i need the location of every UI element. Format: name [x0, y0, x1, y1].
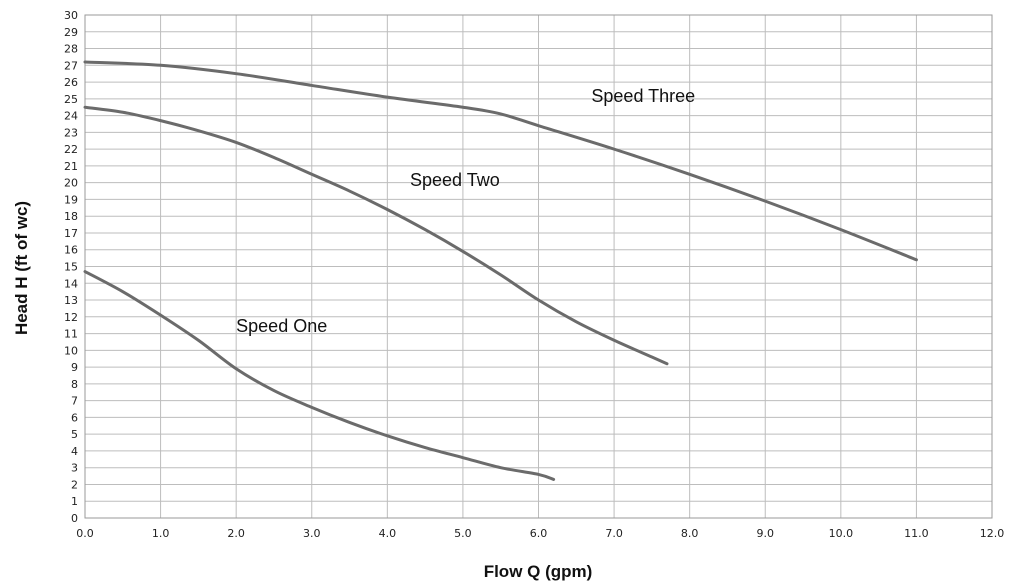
y-axis-title: Head H (ft of wc) [12, 201, 31, 335]
y-tick-label: 27 [64, 59, 78, 72]
x-tick-label: 10.0 [829, 527, 854, 540]
y-tick-label: 22 [64, 143, 78, 156]
y-tick-label: 14 [64, 277, 78, 290]
y-tick-label: 10 [64, 344, 78, 357]
y-tick-label: 0 [71, 512, 78, 525]
y-tick-label: 5 [71, 428, 78, 441]
y-tick-label: 2 [71, 478, 78, 491]
y-tick-label: 25 [64, 93, 78, 106]
y-tick-label: 18 [64, 210, 78, 223]
y-tick-label: 16 [64, 244, 78, 257]
y-tick-label: 11 [64, 328, 78, 341]
y-tick-label: 12 [64, 311, 78, 324]
x-tick-label: 5.0 [454, 527, 472, 540]
y-tick-label: 29 [64, 26, 78, 39]
x-tick-label: 1.0 [152, 527, 170, 540]
y-tick-label: 30 [64, 9, 78, 22]
series-lines [83, 60, 918, 481]
y-axis-ticks: 0123456789101112131415161718192021222324… [64, 9, 78, 525]
y-tick-label: 21 [64, 160, 78, 173]
x-tick-label: 0.0 [76, 527, 94, 540]
x-axis-ticks: 0.0 1.0 2.0 3.0 4.0 5.0 6.0 7.0 8.0 9.0 10.0 11.0 12… [76, 527, 1004, 540]
x-tick-label: 6.0 [530, 527, 548, 540]
y-tick-label: 28 [64, 43, 78, 56]
y-tick-label: 4 [71, 445, 78, 458]
x-tick-label: 8.0 [681, 527, 699, 540]
series-labels: Speed Three Speed Two Speed One [236, 86, 695, 336]
series-line-speed-three [83, 60, 918, 262]
y-tick-label: 20 [64, 177, 78, 190]
y-tick-label: 26 [64, 76, 78, 89]
y-tick-label: 15 [64, 261, 78, 274]
series-label-speed-two: Speed Two [410, 170, 500, 190]
x-tick-label: 7.0 [605, 527, 623, 540]
x-tick-label: 12.0 [980, 527, 1005, 540]
x-tick-label: 9.0 [757, 527, 775, 540]
x-tick-label: 11.0 [904, 527, 929, 540]
y-tick-label: 6 [71, 411, 78, 424]
y-tick-label: 13 [64, 294, 78, 307]
series-label-speed-one: Speed One [236, 316, 327, 336]
y-tick-label: 8 [71, 378, 78, 391]
y-tick-label: 7 [71, 395, 78, 408]
x-axis-title: Flow Q (gpm) [484, 562, 593, 581]
y-tick-label: 19 [64, 193, 78, 206]
x-tick-label: 2.0 [227, 527, 245, 540]
series-line-speed-two [83, 105, 669, 366]
y-tick-label: 9 [71, 361, 78, 374]
y-tick-label: 1 [71, 495, 78, 508]
plot-frame [84, 14, 993, 519]
y-tick-label: 24 [64, 110, 78, 123]
y-tick-label: 17 [64, 227, 78, 240]
x-tick-label: 3.0 [303, 527, 321, 540]
series-line-speed-one [83, 270, 556, 481]
y-tick-label: 3 [71, 462, 78, 475]
x-tick-label: 4.0 [379, 527, 397, 540]
y-tick-label: 23 [64, 126, 78, 139]
series-label-speed-three: Speed Three [591, 86, 695, 106]
